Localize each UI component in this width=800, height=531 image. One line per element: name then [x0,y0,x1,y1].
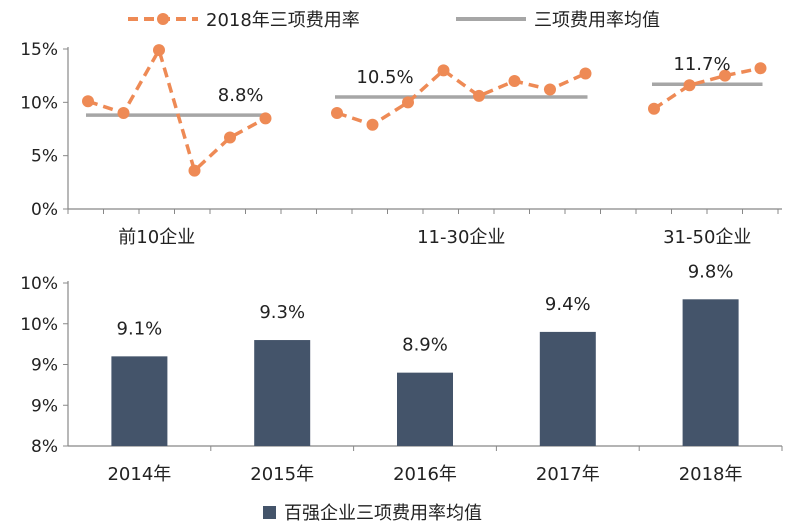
legend-series-marker [157,13,169,25]
data-point [508,75,521,87]
data-point [366,118,379,131]
legend-mean-label: 三项费用率均值 [534,10,660,31]
y-tick-label: 8% [31,437,58,457]
data-point [331,107,343,119]
bar [539,331,596,446]
y-tick-label: 5% [31,147,58,167]
x-tick-label: 2017年 [536,464,600,485]
data-point [437,64,450,77]
series-line [336,68,587,127]
category-label: 31-50企业 [663,227,751,248]
line-chart-panel: 2018年三项费用率 三项费用率均值 0% 5% 10% 15% 8.8% 前10企业 10.5… [20,10,782,248]
legend-swatch [263,506,276,519]
bar [682,299,739,446]
data-point [259,112,272,125]
series-line [653,66,761,111]
data-point [648,102,660,115]
x-tick-label: 2018年 [679,464,743,485]
legend-label: 百强企业三项费用率均值 [284,503,482,524]
y-tick-label: 9% [31,356,58,376]
bar-value-label: 9.8% [688,261,734,282]
data-point [579,67,592,80]
bar-value-label: 9.3% [259,302,305,323]
data-point [719,69,731,82]
data-point [754,62,767,75]
mean-value-label: 8.8% [218,85,264,106]
x-tick-label: 2014年 [107,464,171,485]
bar [397,372,453,446]
series-line [87,45,267,174]
data-point [402,96,414,109]
y-tick-label: 10% [20,315,58,335]
category-label: 11-30企业 [417,227,505,248]
data-point [224,131,236,144]
mean-value-label: 10.5% [356,67,413,88]
y-tick-label: 10% [20,93,58,113]
data-point [473,89,485,102]
mean-value-label: 11.7% [673,54,730,75]
y-tick-label: 9% [31,396,58,416]
data-point [683,79,696,92]
bar [111,356,168,446]
y-tick-label: 10% [20,274,58,294]
legend-series-label: 2018年三项费用率 [206,10,360,31]
bar [254,340,311,446]
bar-value-label: 8.9% [402,335,448,356]
y-tick-label: 0% [31,200,58,220]
bar-value-label: 9.1% [117,318,163,339]
y-tick-label: 15% [20,40,58,60]
data-point [117,107,130,119]
bar-value-label: 9.4% [545,294,591,315]
category-label: 前10企业 [118,227,195,248]
data-point [188,164,201,177]
bar-chart-panel: 8% 9% 9% 10% 10% 9.1% 2014年 9.3% 2015年 8.9% 2016年 9… [20,261,783,524]
data-point [153,44,165,57]
x-tick-label: 2016年 [393,464,457,485]
data-point [544,83,556,96]
x-tick-label: 2015年 [250,464,314,485]
data-point [82,95,94,108]
